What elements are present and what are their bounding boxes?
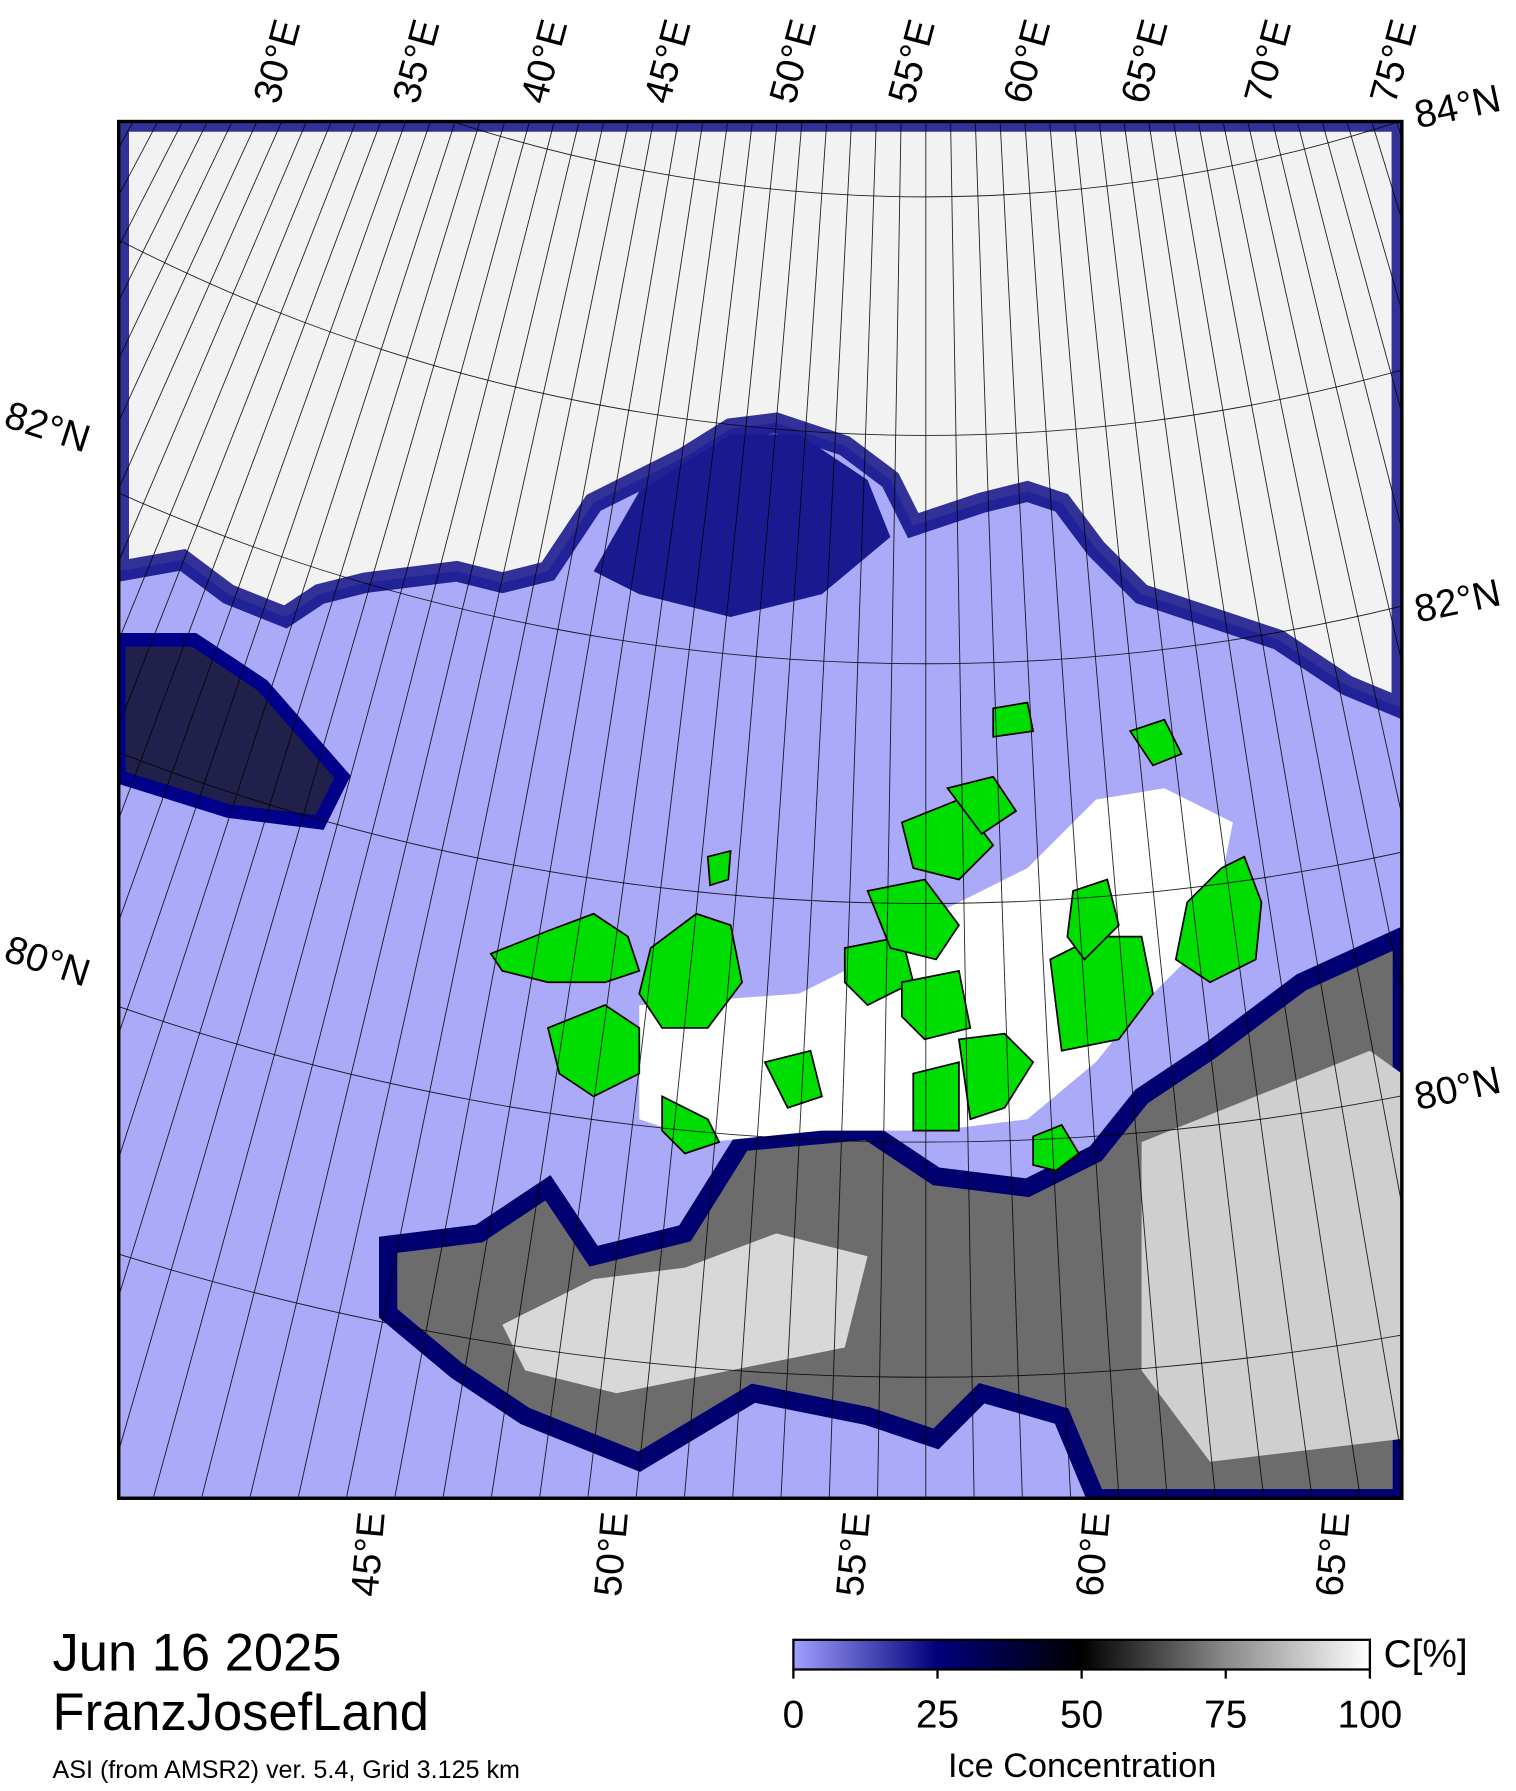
meridian: [877, 121, 902, 1499]
drift-ice: [1141, 1050, 1402, 1462]
meridian: [0, 122, 34, 1499]
meridian: [118, 121, 431, 1036]
top-lon-label: 45°E: [636, 15, 699, 108]
bottom-lon-label: 60°E: [1068, 1510, 1118, 1598]
meridian: [118, 121, 233, 360]
map-area: [0, 121, 1516, 1499]
meridian: [118, 121, 382, 821]
meridian: [828, 121, 877, 1499]
meridian: [118, 121, 481, 1298]
low-ice: [593, 434, 891, 617]
meridian: [118, 121, 407, 923]
meridian: [950, 121, 975, 1499]
meridian: [1049, 121, 1168, 1499]
map-region: FranzJosefLand: [53, 1683, 429, 1742]
meridian: [490, 121, 704, 1499]
meridian: [0, 122, 9, 1499]
meridian: [345, 121, 629, 1499]
meridian: [635, 121, 778, 1499]
right-lat-label: 80°N: [1411, 1059, 1505, 1119]
low-ice: [118, 632, 351, 830]
colorbar-tick-label: 100: [1338, 1694, 1403, 1737]
top-lon-label: 50°E: [762, 15, 825, 108]
top-lon-label: 65°E: [1113, 15, 1176, 108]
top-lon-label: 60°E: [996, 15, 1059, 108]
bottom-lon-label: 55°E: [829, 1510, 879, 1598]
meridian: [118, 121, 258, 423]
meridian: [0, 122, 108, 1499]
meridian: [1073, 121, 1216, 1499]
colorbar-tick-label: 25: [916, 1694, 959, 1737]
colorbar-unit: C[%]: [1384, 1633, 1468, 1676]
top-lon-label: 40°E: [513, 15, 576, 108]
fast-ice: [639, 788, 1233, 1143]
colorbar-tick-label: 75: [1204, 1694, 1247, 1737]
meridian: [118, 121, 134, 149]
meridian: [780, 121, 852, 1499]
meridian: [1024, 121, 1120, 1499]
meridian: [118, 121, 307, 563]
colorbar-ticks: 0 25 50 75 100: [783, 1669, 1403, 1737]
meridian: [1296, 121, 1402, 532]
left-lat-label: 82°N: [0, 394, 95, 462]
bottom-lon-label: 45°E: [343, 1510, 393, 1598]
top-lon-label: 30°E: [246, 15, 309, 108]
graticule: [0, 121, 1516, 1499]
meridian: [1471, 122, 1516, 1499]
meridian: [1446, 122, 1516, 1499]
colorbar-tick-label: 50: [1060, 1694, 1103, 1737]
colorbar: [792, 1638, 1372, 1671]
map-frame: [117, 119, 1404, 1500]
meridian: [999, 121, 1072, 1499]
map-source: ASI (from AMSR2) ver. 5.4, Grid 3.125 km: [53, 1756, 520, 1784]
meridian: [974, 121, 1023, 1499]
meridian: [1123, 121, 1313, 1499]
meridian: [201, 121, 555, 1499]
islands: [489, 701, 1263, 1172]
meridian: [118, 121, 456, 1160]
meridian: [1321, 121, 1402, 415]
meridian: [587, 121, 753, 1499]
map-date: Jun 16 2025: [53, 1624, 342, 1683]
meridian: [732, 121, 828, 1499]
top-lon-label: 55°E: [880, 15, 943, 108]
top-lon-label: 35°E: [385, 15, 448, 108]
meridian: [1197, 121, 1402, 1208]
colorbar-label: Ice Concentration: [948, 1747, 1216, 1785]
meridian: [118, 121, 283, 490]
bottom-lon-label: 50°E: [587, 1510, 637, 1598]
meridian: [1421, 122, 1516, 1499]
meridian: [683, 121, 803, 1499]
right-lat-label: 82°N: [1411, 571, 1505, 631]
meridian: [152, 121, 530, 1499]
meridian: [539, 121, 729, 1499]
meridian: [1222, 121, 1402, 996]
meridian: [1148, 121, 1361, 1499]
meridian: [118, 121, 506, 1453]
right-lat-label: 84°N: [1411, 77, 1505, 137]
meridian: [118, 121, 357, 727]
drift-ice: [502, 1233, 868, 1394]
meridian: [1173, 121, 1402, 1461]
meridian: [442, 121, 679, 1499]
top-lon-label: 70°E: [1237, 15, 1300, 108]
meridian: [1272, 121, 1402, 664]
bottom-lon-label: 65°E: [1308, 1510, 1358, 1598]
meridian: [118, 121, 332, 642]
meridian: [1396, 121, 1402, 140]
meridian: [394, 121, 654, 1499]
meridian: [249, 121, 580, 1499]
meridian: [0, 122, 84, 1499]
meridian: [297, 121, 605, 1499]
meridian: [1098, 121, 1265, 1499]
colorbar-tick-label: 0: [783, 1694, 805, 1737]
meridian: [0, 122, 59, 1499]
left-lat-label: 80°N: [0, 928, 95, 996]
meridian: [1496, 122, 1516, 1499]
